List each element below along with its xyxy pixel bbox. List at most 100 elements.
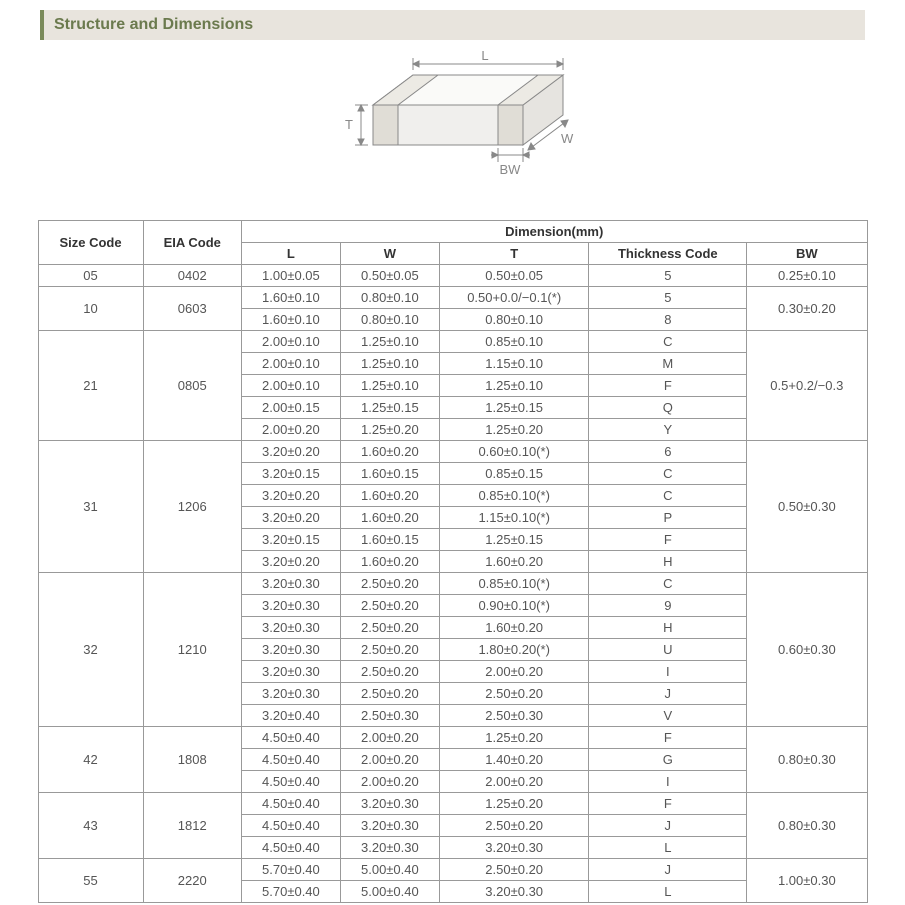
cell-tc: 9 (589, 595, 747, 617)
cell-tc: I (589, 661, 747, 683)
section-header: Structure and Dimensions (40, 10, 865, 40)
cell-eia-code: 1206 (143, 441, 241, 573)
cell-L: 3.20±0.15 (241, 529, 340, 551)
cell-T: 1.25±0.10 (439, 375, 589, 397)
cell-W: 1.60±0.20 (340, 485, 439, 507)
cell-W: 0.50±0.05 (340, 265, 439, 287)
cell-T: 2.00±0.20 (439, 771, 589, 793)
cell-tc: Y (589, 419, 747, 441)
cell-bw: 0.80±0.30 (747, 793, 867, 859)
cell-L: 4.50±0.40 (241, 771, 340, 793)
cell-tc: 6 (589, 441, 747, 463)
cell-T: 1.15±0.10 (439, 353, 589, 375)
cell-W: 2.50±0.20 (340, 595, 439, 617)
cell-bw: 0.30±0.20 (747, 287, 867, 331)
cell-T: 0.90±0.10(*) (439, 595, 589, 617)
cell-bw: 0.80±0.30 (747, 727, 867, 793)
cell-T: 2.50±0.20 (439, 815, 589, 837)
dimensions-table: Size Code EIA Code Dimension(mm) L W T T… (38, 220, 868, 903)
cell-T: 1.25±0.15 (439, 397, 589, 419)
cell-size-code: 05 (38, 265, 143, 287)
cell-L: 1.00±0.05 (241, 265, 340, 287)
cell-L: 3.20±0.30 (241, 661, 340, 683)
cell-L: 2.00±0.10 (241, 375, 340, 397)
cell-W: 3.20±0.30 (340, 837, 439, 859)
cell-W: 3.20±0.30 (340, 815, 439, 837)
table-row: 0504021.00±0.050.50±0.050.50±0.0550.25±0… (38, 265, 867, 287)
cell-tc: C (589, 331, 747, 353)
cell-tc: H (589, 617, 747, 639)
cell-L: 2.00±0.20 (241, 419, 340, 441)
cell-T: 1.80±0.20(*) (439, 639, 589, 661)
cell-W: 0.80±0.10 (340, 309, 439, 331)
cell-L: 3.20±0.30 (241, 617, 340, 639)
cell-T: 1.60±0.20 (439, 551, 589, 573)
cell-tc: Q (589, 397, 747, 419)
cell-L: 3.20±0.20 (241, 441, 340, 463)
cell-T: 1.25±0.20 (439, 793, 589, 815)
cell-L: 3.20±0.40 (241, 705, 340, 727)
cell-bw: 1.00±0.30 (747, 859, 867, 903)
cell-L: 2.00±0.10 (241, 331, 340, 353)
cell-W: 0.80±0.10 (340, 287, 439, 309)
cell-W: 2.50±0.20 (340, 661, 439, 683)
cell-W: 1.25±0.10 (340, 331, 439, 353)
cell-tc: U (589, 639, 747, 661)
cell-T: 0.85±0.10(*) (439, 573, 589, 595)
cell-size-code: 31 (38, 441, 143, 573)
cell-L: 1.60±0.10 (241, 309, 340, 331)
col-size-code: Size Code (38, 221, 143, 265)
cell-T: 1.60±0.20 (439, 617, 589, 639)
table-row: 5522205.70±0.405.00±0.402.50±0.20J1.00±0… (38, 859, 867, 881)
cell-L: 3.20±0.15 (241, 463, 340, 485)
cell-T: 1.15±0.10(*) (439, 507, 589, 529)
cell-size-code: 42 (38, 727, 143, 793)
cell-tc: F (589, 727, 747, 749)
col-eia-code: EIA Code (143, 221, 241, 265)
cell-tc: P (589, 507, 747, 529)
table-row: 2108052.00±0.101.25±0.100.85±0.10C0.5+0.… (38, 331, 867, 353)
cell-W: 2.00±0.20 (340, 749, 439, 771)
cell-bw: 0.50±0.30 (747, 441, 867, 573)
cell-eia-code: 1210 (143, 573, 241, 727)
cell-W: 1.60±0.20 (340, 551, 439, 573)
cell-L: 4.50±0.40 (241, 793, 340, 815)
table-header: Size Code EIA Code Dimension(mm) L W T T… (38, 221, 867, 265)
cell-T: 1.25±0.20 (439, 419, 589, 441)
cell-W: 1.25±0.20 (340, 419, 439, 441)
cell-eia-code: 0402 (143, 265, 241, 287)
cell-T: 3.20±0.30 (439, 881, 589, 903)
cell-W: 1.25±0.10 (340, 353, 439, 375)
table-body: 0504021.00±0.050.50±0.050.50±0.0550.25±0… (38, 265, 867, 903)
cell-eia-code: 0805 (143, 331, 241, 441)
cell-W: 1.60±0.15 (340, 529, 439, 551)
cell-tc: M (589, 353, 747, 375)
col-dimension: Dimension(mm) (241, 221, 867, 243)
cell-L: 5.70±0.40 (241, 859, 340, 881)
cell-T: 0.60±0.10(*) (439, 441, 589, 463)
col-BW: BW (747, 243, 867, 265)
cell-eia-code: 2220 (143, 859, 241, 903)
cell-tc: L (589, 881, 747, 903)
cell-bw: 0.5+0.2/−0.3 (747, 331, 867, 441)
cell-L: 3.20±0.20 (241, 507, 340, 529)
cell-T: 1.25±0.20 (439, 727, 589, 749)
cell-L: 4.50±0.40 (241, 727, 340, 749)
component-diagram: L T W BW (0, 50, 905, 205)
cell-bw: 0.60±0.30 (747, 573, 867, 727)
label-W: W (561, 131, 574, 146)
cell-tc: I (589, 771, 747, 793)
table-row: 1006031.60±0.100.80±0.100.50+0.0/−0.1(*)… (38, 287, 867, 309)
cell-T: 2.50±0.20 (439, 859, 589, 881)
cell-tc: H (589, 551, 747, 573)
label-T: T (345, 117, 353, 132)
cell-L: 3.20±0.20 (241, 551, 340, 573)
cell-W: 2.00±0.20 (340, 771, 439, 793)
cell-tc: J (589, 815, 747, 837)
cell-L: 2.00±0.10 (241, 353, 340, 375)
cell-L: 4.50±0.40 (241, 749, 340, 771)
label-L: L (481, 50, 488, 63)
cell-L: 4.50±0.40 (241, 815, 340, 837)
cell-L: 1.60±0.10 (241, 287, 340, 309)
cell-W: 1.60±0.20 (340, 507, 439, 529)
